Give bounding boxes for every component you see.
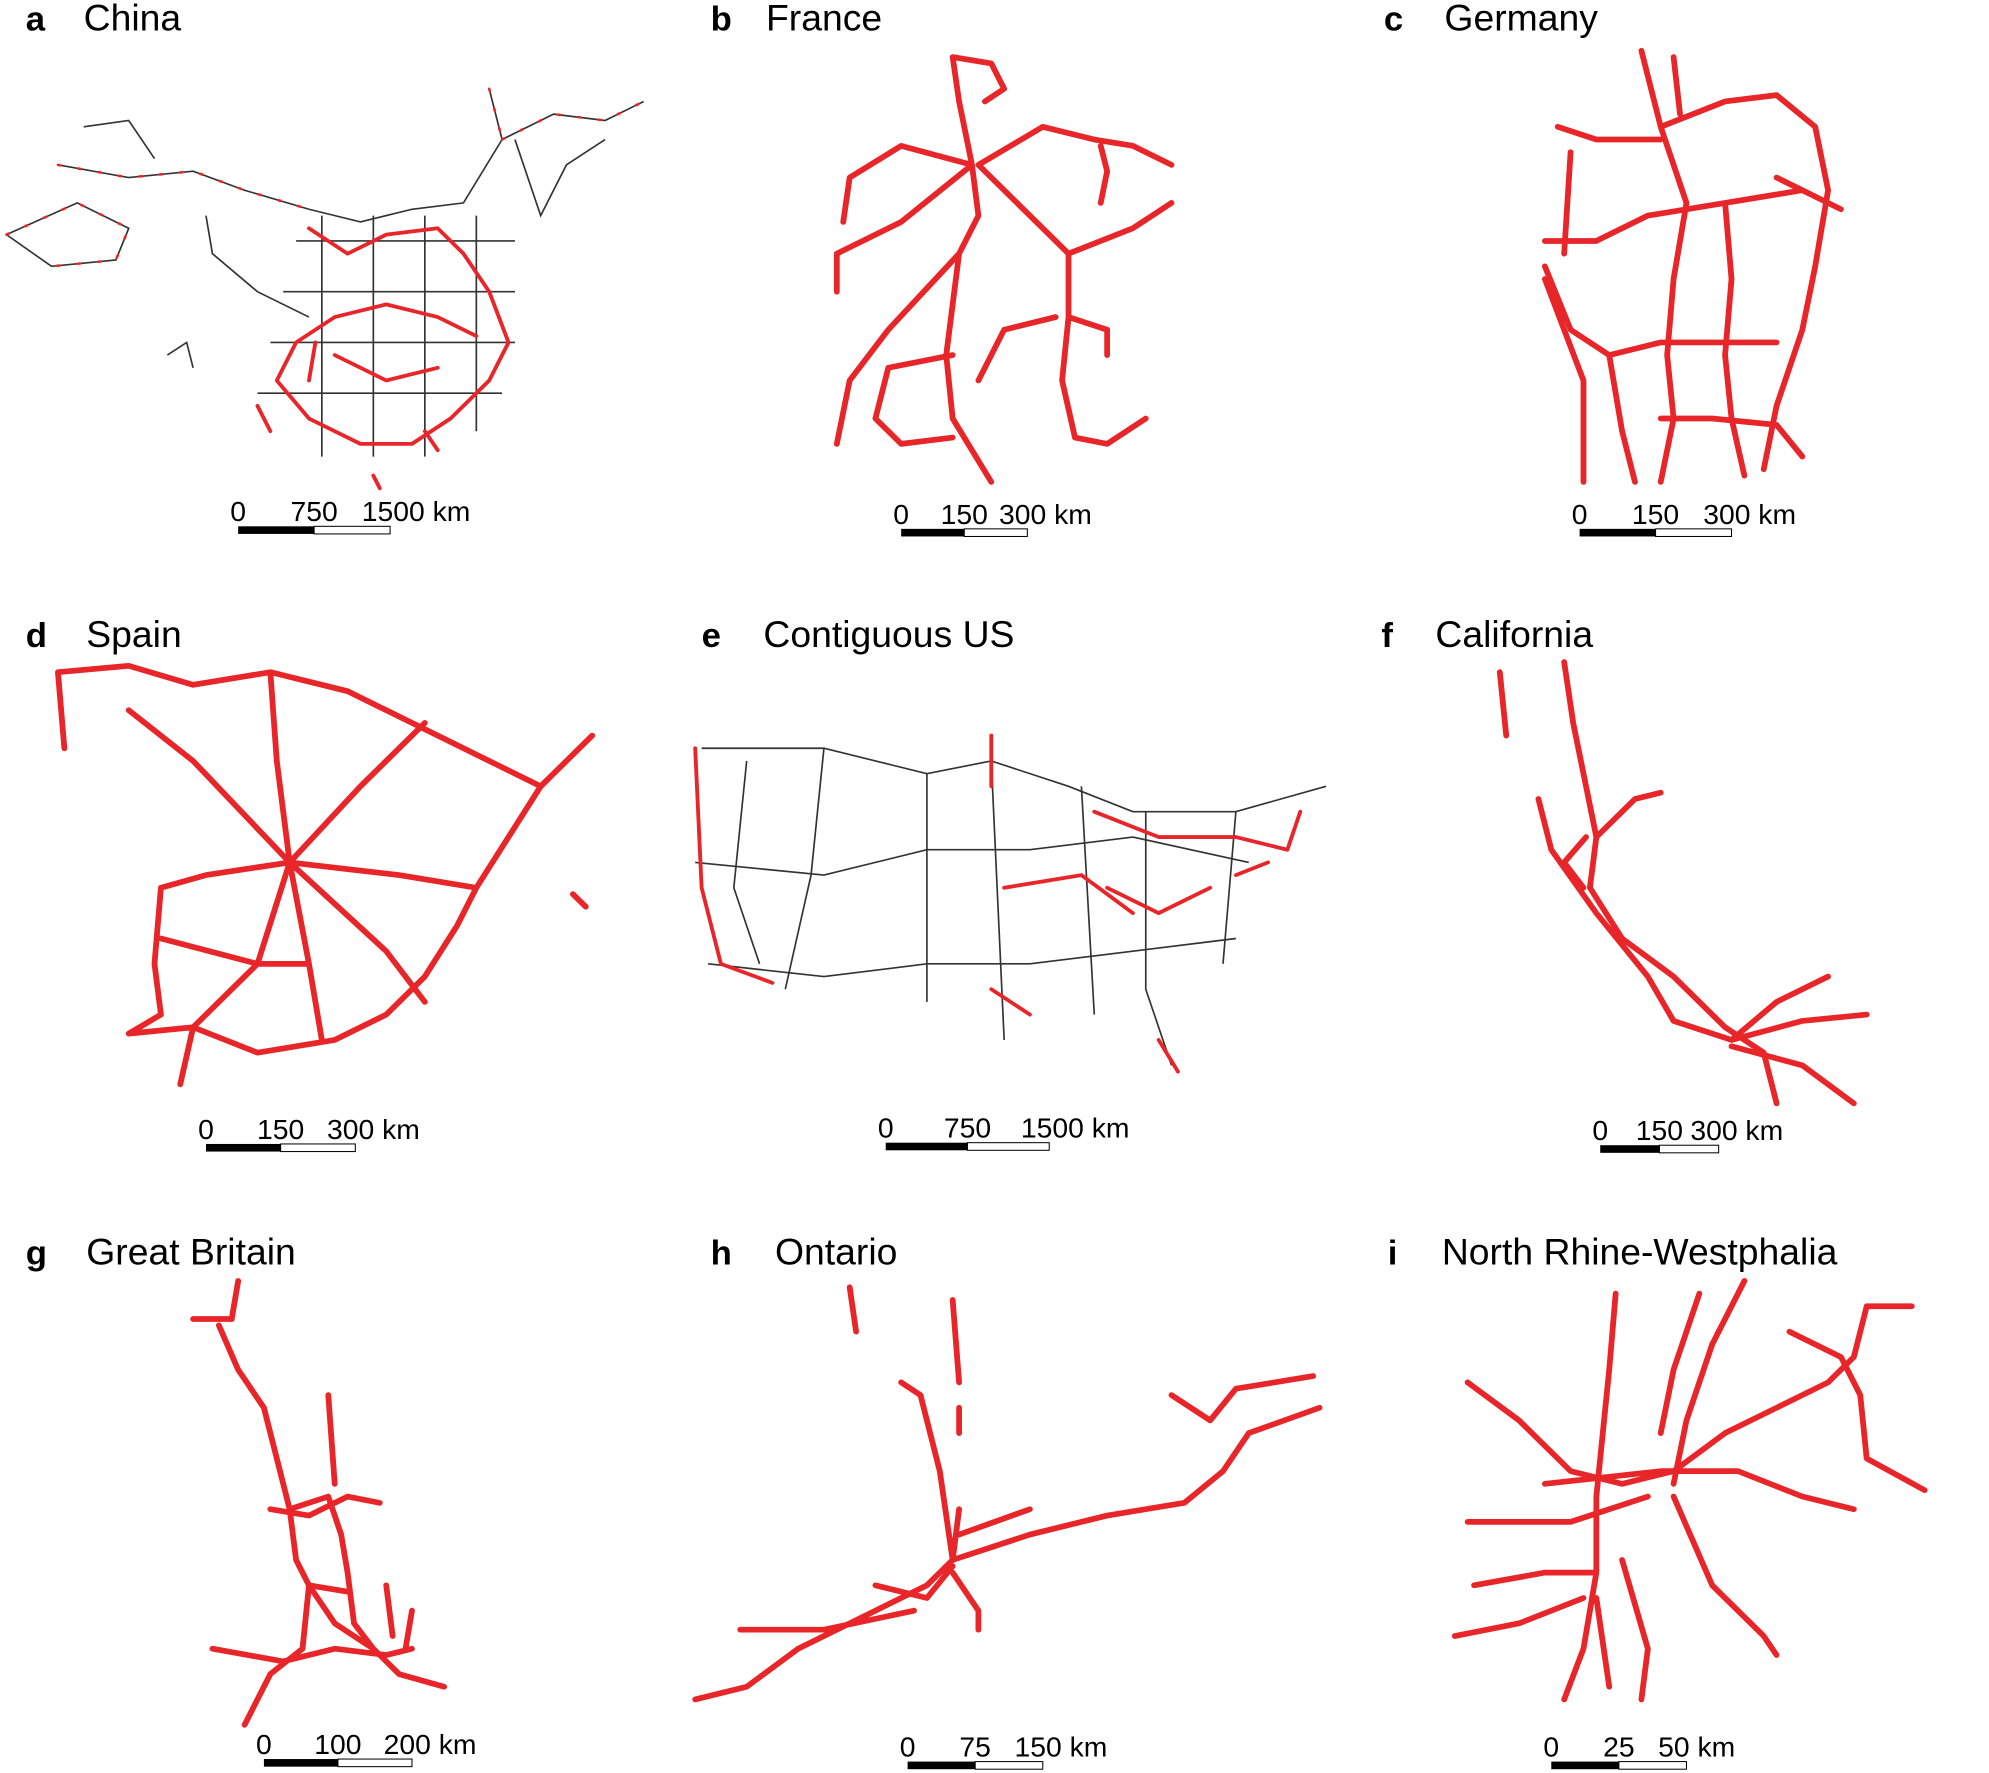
scale-bar-white <box>1655 528 1733 537</box>
map-spain <box>55 662 596 1088</box>
scale-label: 150 <box>257 1114 304 1145</box>
panel-letter: e <box>702 617 721 655</box>
scale-label: 0 <box>1572 499 1588 530</box>
panel-letter: a <box>26 1 46 39</box>
scale-bar-black <box>238 526 315 534</box>
scale-label: 0 <box>230 496 246 527</box>
scale-bar-white <box>337 1758 413 1768</box>
map-nrw <box>1451 1278 1928 1703</box>
scale-label: 150 <box>1636 1115 1683 1146</box>
map-us <box>693 733 1327 1074</box>
scale-label: 0 <box>1592 1115 1608 1146</box>
scale-label: 50 km <box>1658 1732 1735 1763</box>
scale-label: 0 <box>1543 1732 1559 1763</box>
scale-bar-white <box>313 525 391 535</box>
panel-letter: f <box>1381 617 1393 655</box>
map-ontario <box>692 1284 1323 1703</box>
scale-label: 100 <box>314 1729 361 1760</box>
scale-label: 0 <box>878 1113 894 1144</box>
panel-letter: i <box>1388 1235 1398 1273</box>
scale-bar-black <box>263 1759 338 1767</box>
panel-letter: c <box>1384 1 1403 39</box>
map-gb <box>190 1278 448 1728</box>
scale-label: 0 <box>256 1729 272 1760</box>
scale-label: 150 <box>941 499 988 530</box>
scale-bar-white <box>280 1143 356 1153</box>
scale-bar-black <box>901 528 965 537</box>
panel-title: Great Britain <box>86 1231 296 1273</box>
scale-label: 200 km <box>384 1729 477 1760</box>
scale-bar-white <box>963 528 1028 537</box>
scale-bar-black <box>1551 1761 1619 1770</box>
scale-bar-black <box>205 1143 281 1152</box>
map-germany <box>1541 47 1844 485</box>
panel-letter: g <box>26 1235 47 1273</box>
scale-bar-black <box>1579 528 1656 537</box>
scale-label: 750 <box>944 1113 991 1144</box>
scale-label: 750 <box>290 496 337 527</box>
scale-bar-white <box>1658 1144 1720 1154</box>
panel-letter: d <box>26 617 47 655</box>
scale-label: 75 <box>959 1732 991 1763</box>
panel-title: North Rhine-Westphalia <box>1442 1231 1838 1273</box>
scale-bar-black <box>907 1761 976 1770</box>
scale-bar-white <box>974 1761 1044 1770</box>
map-california <box>1496 659 1870 1107</box>
map-china <box>5 87 645 491</box>
panel-title: Spain <box>86 613 181 655</box>
scale-label: 300 km <box>999 499 1092 530</box>
scale-label: 300 km <box>1690 1115 1783 1146</box>
panel-letter: h <box>711 1235 732 1273</box>
panel-title: California <box>1435 613 1593 655</box>
panel-title: Germany <box>1444 0 1598 38</box>
scale-label: 0 <box>900 1732 916 1763</box>
panel-title: Ontario <box>775 1231 897 1273</box>
panel-title: China <box>84 0 182 38</box>
panel-title: Contiguous US <box>763 613 1014 655</box>
scale-label: 0 <box>893 499 909 530</box>
scale-bar-black <box>885 1142 968 1151</box>
scale-label: 1500 km <box>362 496 471 527</box>
scale-bar-white <box>966 1142 1050 1151</box>
panel-letter: b <box>711 1 732 39</box>
map-france <box>833 54 1175 485</box>
scale-label: 1500 km <box>1021 1113 1130 1144</box>
scale-bar-white <box>1618 1761 1687 1770</box>
scale-bar-black <box>1600 1145 1660 1153</box>
scale-label: 150 <box>1632 499 1679 530</box>
scale-label: 150 km <box>1014 1732 1107 1763</box>
scale-label: 25 <box>1603 1732 1635 1763</box>
scale-label: 300 km <box>1703 499 1796 530</box>
panel-title: France <box>766 0 882 38</box>
scale-label: 0 <box>198 1114 214 1145</box>
scale-label: 300 km <box>327 1114 420 1145</box>
